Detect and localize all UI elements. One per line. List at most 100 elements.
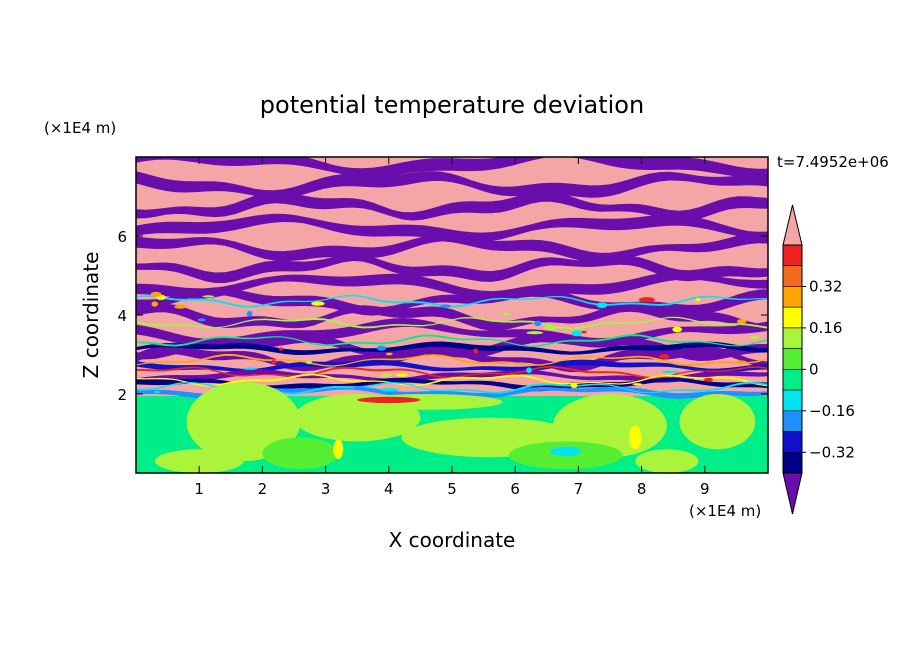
x-tick-label: 6 bbox=[510, 480, 520, 498]
contour-speck bbox=[581, 330, 587, 334]
contour-speck bbox=[526, 331, 544, 335]
contour-band bbox=[136, 381, 768, 395]
x-axis: 1 2 3 4 5 6 7 8 9 bbox=[194, 157, 710, 498]
contour-speck bbox=[526, 367, 532, 374]
contour-band bbox=[136, 373, 768, 387]
x-tick-label: 8 bbox=[637, 480, 647, 498]
colorbar-frame bbox=[782, 244, 803, 474]
contour-speck bbox=[571, 330, 583, 337]
x-tick-label: 3 bbox=[321, 480, 331, 498]
contour-band bbox=[136, 254, 768, 283]
contour-speck bbox=[473, 348, 479, 354]
contour-speck bbox=[150, 291, 162, 297]
x-axis-label: X coordinate bbox=[389, 528, 516, 552]
contour-speck bbox=[662, 370, 680, 374]
contour-speck bbox=[659, 354, 670, 359]
contour-blob bbox=[262, 437, 339, 470]
contour-speck bbox=[736, 319, 747, 324]
contour-speck bbox=[242, 367, 258, 370]
y-tick-label: 4 bbox=[117, 307, 127, 325]
contour-speck bbox=[246, 310, 253, 317]
colorbar-tick-label: 0 bbox=[809, 360, 819, 378]
contour-speck bbox=[380, 373, 392, 377]
colorbar-swatch bbox=[782, 451, 803, 474]
colorbar-lower-triangle bbox=[782, 472, 803, 515]
contour-band bbox=[136, 271, 768, 299]
contour-speck bbox=[271, 359, 276, 365]
contour-band bbox=[136, 232, 768, 264]
colorbar-swatch bbox=[782, 286, 803, 308]
contour-speck bbox=[544, 324, 558, 331]
contour-band bbox=[136, 171, 768, 199]
contour-speck bbox=[672, 326, 683, 333]
colorbar-swatch bbox=[782, 431, 803, 453]
contour-speck bbox=[632, 383, 643, 386]
colorbar-swatch bbox=[782, 348, 803, 370]
contour-speck bbox=[570, 383, 578, 389]
contour-blob bbox=[549, 446, 582, 457]
contour-speck bbox=[750, 335, 760, 340]
contour-blob bbox=[333, 439, 344, 460]
contour-band bbox=[136, 341, 768, 355]
colorbar-swatch bbox=[782, 369, 803, 391]
x-tick-label: 1 bbox=[194, 480, 204, 498]
x-tick-label: 2 bbox=[258, 480, 268, 498]
x-tick-label: 7 bbox=[574, 480, 584, 498]
contour-speck bbox=[380, 388, 399, 392]
x-tick-label: 9 bbox=[700, 480, 710, 498]
contour-speck bbox=[501, 312, 511, 315]
contour-speck bbox=[153, 390, 160, 394]
y-axis-label: Z coordinate bbox=[79, 252, 103, 379]
y-axis: 2 4 6 bbox=[117, 228, 768, 404]
contour-speck bbox=[151, 301, 159, 307]
y-tick-label: 6 bbox=[117, 228, 127, 246]
contour-speck bbox=[440, 304, 451, 308]
colorbar-swatch bbox=[782, 306, 803, 329]
contour-band bbox=[136, 359, 768, 373]
colorbar-swatch bbox=[782, 327, 803, 349]
x-tick-label: 5 bbox=[447, 480, 457, 498]
contour-band bbox=[136, 369, 768, 383]
contour-blob bbox=[679, 394, 756, 450]
contour-band bbox=[136, 333, 768, 361]
contour-speck bbox=[278, 347, 284, 351]
colorbar-tick-label: −0.32 bbox=[809, 443, 855, 461]
contour-speck bbox=[311, 301, 325, 306]
contour-speck bbox=[703, 377, 713, 382]
contour-band bbox=[136, 353, 768, 367]
colorbar-swatch bbox=[782, 265, 803, 287]
contour-speck bbox=[385, 352, 393, 356]
contour-band bbox=[136, 316, 768, 330]
contour-blob bbox=[628, 425, 642, 450]
y-unit-label: (×1E4 m) bbox=[44, 119, 116, 137]
colorbar-swatch bbox=[782, 244, 803, 267]
colorbar-upper-triangle bbox=[782, 204, 803, 246]
contour-speck bbox=[735, 360, 747, 364]
colorbar-tick-label: 0.16 bbox=[809, 319, 842, 337]
contour-band bbox=[136, 377, 768, 392]
contour-blob bbox=[357, 396, 421, 404]
contour-blob bbox=[635, 449, 699, 473]
contour-band bbox=[136, 386, 768, 400]
contour-speck bbox=[197, 318, 206, 322]
colorbar-swatch bbox=[782, 389, 803, 412]
contour-band bbox=[136, 190, 768, 222]
contour-band bbox=[136, 302, 768, 331]
x-tick-label: 4 bbox=[384, 480, 394, 498]
contour-field bbox=[136, 157, 768, 473]
contour-speck bbox=[596, 302, 608, 309]
contour-band bbox=[136, 213, 768, 243]
colorbar-tick-label: −0.16 bbox=[809, 402, 855, 420]
colorbar-swatch bbox=[782, 410, 803, 432]
contour-speck bbox=[396, 373, 408, 377]
contour-speck bbox=[354, 386, 365, 390]
contour-speck bbox=[376, 345, 387, 351]
contour-band bbox=[136, 294, 768, 308]
contour-band bbox=[136, 157, 768, 178]
contour-speck bbox=[695, 297, 701, 302]
contour-speck bbox=[638, 297, 656, 303]
contour-speck bbox=[305, 360, 313, 365]
contour-speck bbox=[202, 295, 215, 298]
y-tick-label: 2 bbox=[117, 386, 127, 404]
